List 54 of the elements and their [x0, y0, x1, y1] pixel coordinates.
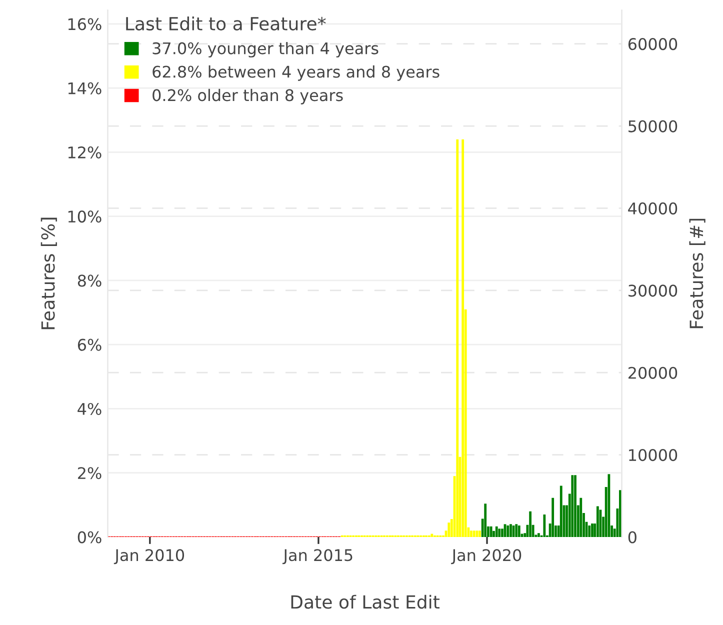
bar: [448, 522, 450, 537]
bar: [574, 475, 576, 537]
bar: [430, 534, 434, 537]
bar: [515, 524, 518, 537]
x-tick-label: Jan 2010: [114, 549, 184, 564]
y2-tick-label: 20000: [628, 366, 678, 379]
bar: [591, 524, 594, 537]
x-tick-label: Jan 2020: [451, 549, 522, 564]
y2-tick-label: 50000: [628, 120, 678, 132]
bar: [608, 474, 610, 537]
bar: [588, 525, 591, 537]
y-tick-label: 0%: [78, 531, 102, 544]
y-tick-label: 6%: [78, 338, 102, 351]
bar: [478, 530, 481, 537]
bar: [538, 533, 540, 537]
y-tick-label: 2%: [78, 467, 102, 480]
bar: [518, 525, 520, 537]
y-tick-label: 14%: [68, 82, 102, 94]
y2-tick-label: 0: [628, 531, 636, 544]
y-tick-label: 12%: [68, 146, 102, 158]
bar: [495, 526, 498, 537]
y-tick-label: 16%: [68, 18, 102, 30]
bar: [492, 530, 495, 537]
bar: [484, 504, 487, 537]
y2-tick-label: 10000: [629, 449, 678, 462]
y-tick-label: 8%: [78, 274, 102, 287]
bar: [510, 524, 512, 537]
y2-tick-label: 40000: [628, 202, 678, 215]
bar: [472, 530, 476, 537]
bar: [580, 498, 582, 537]
legend-label: 37.0% younger than 4 years: [152, 42, 378, 58]
bar: [543, 514, 546, 537]
bar: [490, 526, 492, 537]
y2-axis-title: Features [#]: [689, 218, 706, 328]
x-axis-title: Date of Last Edit: [291, 594, 440, 609]
bar: [498, 528, 501, 537]
bar: [506, 525, 510, 537]
bar: [462, 139, 464, 537]
bar: [456, 139, 459, 537]
x-tick-label: Jan 2015: [282, 549, 352, 564]
bar: [552, 498, 554, 537]
y-tick-label: 4%: [78, 402, 102, 416]
bar: [470, 530, 472, 537]
legend-label: 62.8% between 4 years and 8 years: [152, 65, 440, 81]
y-axis-title: Features [%]: [40, 218, 57, 330]
y-tick-label: 10%: [68, 210, 102, 223]
bar: [571, 475, 574, 537]
bar: [560, 486, 562, 537]
legend-label: 0.2% older than 8 years: [152, 88, 343, 104]
y2-tick-label: 60000: [628, 38, 678, 50]
bar: [529, 511, 532, 537]
y2-tick-label: 30000: [628, 284, 678, 297]
bar: [596, 506, 599, 537]
legend-title: Last Edit to a Feature*: [126, 16, 326, 30]
